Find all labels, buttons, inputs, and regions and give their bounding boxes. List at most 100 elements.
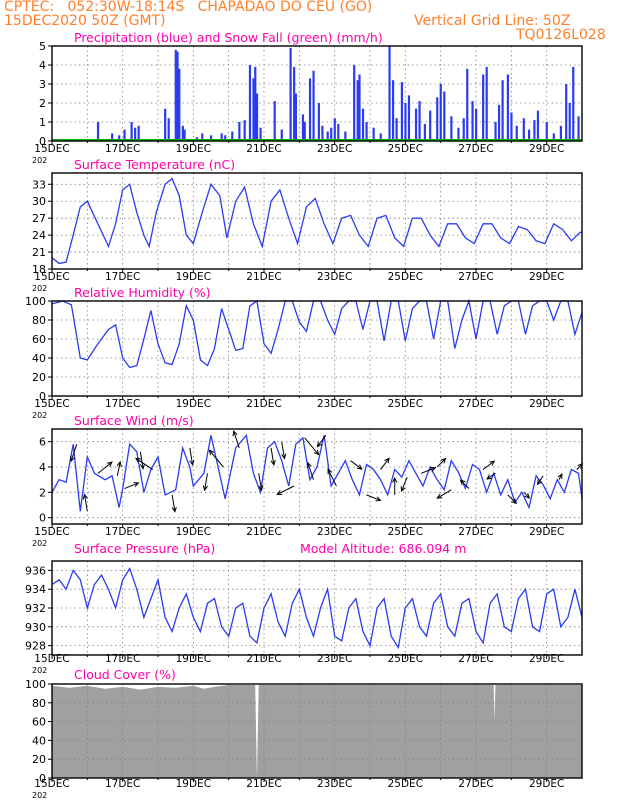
precip-bar	[485, 66, 488, 141]
y-tick-label: 80	[32, 314, 46, 327]
precip-bar	[134, 127, 137, 141]
precip-bar	[407, 95, 411, 141]
precip-bar	[312, 70, 315, 141]
y-tick-label: 928	[25, 640, 46, 653]
x-tick-label: 29DEC	[529, 143, 564, 155]
x-tick-label: 19DEC	[176, 526, 211, 538]
y-tick-label: 80	[32, 697, 46, 710]
precip-bar	[353, 65, 356, 141]
precip-bar	[572, 66, 575, 141]
precip-bar	[178, 68, 181, 141]
precip-bar	[224, 135, 227, 141]
precip-bar	[577, 116, 580, 141]
wind-vector	[304, 437, 320, 455]
wind-vector	[233, 431, 240, 449]
x-tick-label: 27DEC	[458, 271, 493, 283]
wind-vector	[421, 467, 436, 474]
x-tick-label: 19DEC	[176, 653, 211, 665]
y-tick-label: 0	[39, 512, 46, 525]
wind-vector-head	[511, 498, 518, 505]
x-tick-label: 25DEC	[388, 271, 423, 283]
precip-bar	[450, 116, 453, 141]
wind-vector	[380, 458, 390, 470]
x-tick-label: 17DEC	[105, 271, 140, 283]
precip-bar	[280, 129, 283, 141]
precip-bar	[436, 97, 439, 141]
precip-bar	[395, 118, 398, 141]
wind-vector-head	[106, 461, 113, 467]
precip-bar	[243, 120, 246, 141]
x-tick-label: 29DEC	[529, 271, 564, 283]
wind-vector-head	[313, 449, 320, 456]
wind-vector	[401, 476, 408, 492]
wind-vector	[482, 460, 495, 470]
wind-vector-head	[276, 490, 283, 495]
x-tick-label: 25DEC	[388, 653, 423, 665]
precip-bar	[294, 93, 297, 141]
precip-bar	[259, 127, 262, 141]
x-tick-label: 15DEC	[34, 271, 69, 283]
wind-vector	[139, 451, 144, 469]
y-tick-label: 4	[39, 59, 46, 72]
y-tick-label: 27	[32, 212, 46, 225]
precip-bar	[231, 131, 234, 141]
x-year-suffix: 202	[32, 791, 47, 800]
wind-vector	[307, 462, 314, 480]
wind-vector	[208, 449, 224, 468]
precip-bar	[176, 51, 179, 142]
wind-vector-head	[459, 479, 466, 486]
temp-frame	[51, 172, 583, 270]
precip-bar	[515, 125, 518, 141]
x-tick-label: 27DEC	[458, 778, 493, 790]
panel-title: Precipitation (blue) and Snow Fall (gree…	[74, 30, 383, 45]
y-tick-label: 20	[32, 371, 46, 384]
y-tick-label: 6	[39, 436, 46, 449]
precip-bar	[273, 101, 276, 141]
precip-bar	[254, 66, 257, 141]
wind-vector	[317, 435, 327, 447]
x-tick-label: 17DEC	[105, 143, 140, 155]
wind-vector-head	[384, 457, 390, 464]
precip-bar	[201, 133, 204, 141]
precip-bar	[457, 127, 460, 141]
x-tick-label: 17DEC	[105, 778, 140, 790]
precip-bar	[404, 103, 407, 141]
x-year-suffix: 202	[32, 539, 47, 548]
precip-bar	[365, 122, 368, 141]
y-tick-label: 2	[39, 97, 46, 110]
wind-vector	[350, 460, 363, 470]
precip-bar	[391, 80, 395, 141]
wind-vector-head	[306, 461, 312, 468]
x-tick-label: 21DEC	[246, 526, 281, 538]
precip-bar	[301, 114, 305, 141]
wind-vector-head	[524, 493, 531, 499]
precip-bar	[303, 122, 306, 141]
panel-title: Cloud Cover (%)	[74, 667, 176, 682]
precip-bar	[533, 120, 536, 141]
precip-bar	[471, 101, 474, 141]
x-tick-label: 19DEC	[176, 398, 211, 410]
wind-vector	[327, 468, 337, 487]
wind-vector-head	[139, 463, 146, 470]
precip-bar	[559, 125, 562, 141]
wind-vector	[135, 457, 153, 470]
wind-vector-head	[430, 466, 437, 472]
y-tick-label: 0	[39, 390, 46, 403]
precip-bar	[238, 122, 241, 141]
cloud-cover-area	[52, 684, 582, 778]
x-tick-label: 15DEC	[34, 778, 69, 790]
wind-vector	[204, 473, 208, 491]
y-tick-label: 936	[25, 564, 46, 577]
x-tick-label: 25DEC	[388, 778, 423, 790]
wind-vector	[523, 491, 530, 499]
wind-vector	[507, 494, 517, 504]
wind-vector-head	[316, 441, 323, 448]
x-tick-label: 23DEC	[317, 778, 352, 790]
precip-frame	[51, 45, 583, 142]
precip-bar	[400, 82, 403, 141]
rh-frame	[51, 300, 583, 397]
precip-bar	[330, 127, 333, 141]
x-tick-label: 17DEC	[105, 653, 140, 665]
x-tick-label: 19DEC	[176, 778, 211, 790]
x-tick-label: 23DEC	[317, 653, 352, 665]
